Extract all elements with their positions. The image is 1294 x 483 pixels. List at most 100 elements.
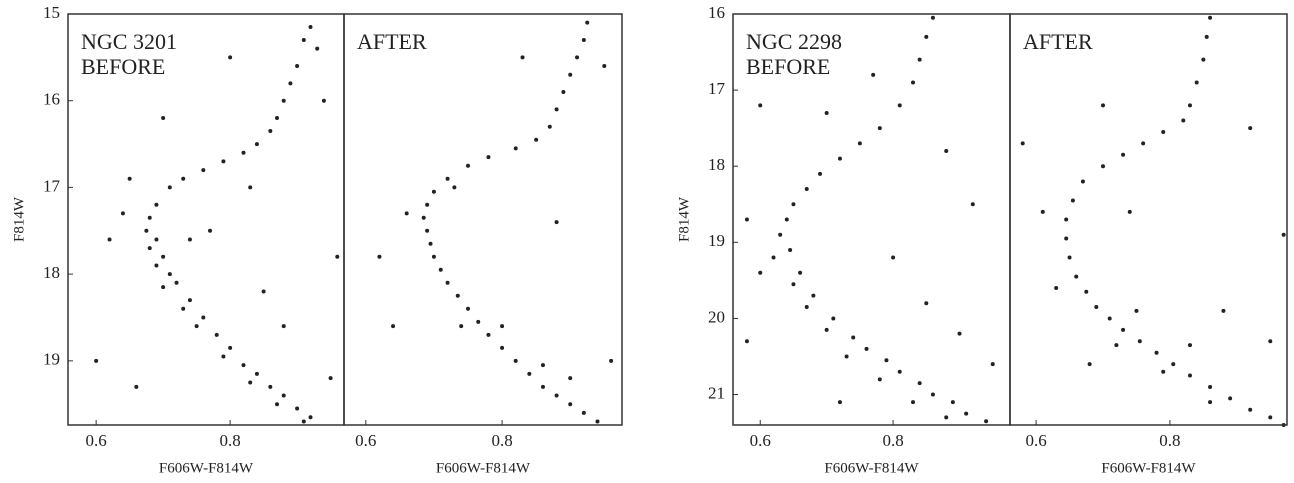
point xyxy=(561,90,566,95)
point xyxy=(990,362,995,367)
x-axis-label: F606W-F814W xyxy=(1101,460,1196,476)
point xyxy=(758,270,763,275)
point xyxy=(784,217,789,222)
y-tick-label: 18 xyxy=(708,155,725,174)
point xyxy=(837,156,842,161)
point xyxy=(144,228,149,233)
point xyxy=(1187,343,1192,348)
point xyxy=(534,137,539,142)
point xyxy=(877,126,882,131)
point xyxy=(1161,369,1166,374)
point xyxy=(758,103,763,108)
point xyxy=(308,415,313,420)
x-tick-label: 0.8 xyxy=(1159,431,1180,450)
point xyxy=(275,116,280,121)
point xyxy=(486,332,491,337)
point xyxy=(452,185,457,190)
point xyxy=(568,376,573,381)
point xyxy=(466,163,471,168)
point xyxy=(554,393,559,398)
point xyxy=(547,124,552,129)
point xyxy=(1187,103,1192,108)
point xyxy=(134,384,139,389)
point xyxy=(174,280,179,285)
y-tick-label: 18 xyxy=(43,263,60,282)
point xyxy=(221,159,226,164)
point xyxy=(228,55,233,60)
point xyxy=(1107,316,1112,321)
y-tick-label: 17 xyxy=(708,79,726,98)
point xyxy=(1208,384,1213,389)
point xyxy=(161,116,166,121)
point xyxy=(744,339,749,344)
y-tick-label: 16 xyxy=(708,3,725,22)
point xyxy=(788,247,793,252)
point xyxy=(568,402,573,407)
point xyxy=(581,38,586,43)
point xyxy=(944,415,949,420)
point xyxy=(554,220,559,225)
annotation: BEFORE xyxy=(81,54,165,79)
point xyxy=(167,185,172,190)
point xyxy=(1221,308,1226,313)
point xyxy=(466,306,471,311)
point xyxy=(540,384,545,389)
point xyxy=(791,282,796,287)
point xyxy=(851,335,856,340)
point xyxy=(944,149,949,153)
point xyxy=(1154,350,1159,355)
y-tick-label: 15 xyxy=(43,3,60,22)
y-tick-label: 19 xyxy=(708,231,725,250)
point xyxy=(147,215,152,220)
point xyxy=(911,400,916,405)
point xyxy=(778,232,783,237)
point xyxy=(161,254,166,259)
point xyxy=(527,371,532,376)
point xyxy=(911,80,916,85)
annotation: BEFORE xyxy=(746,54,830,79)
x-tick-label: 0.8 xyxy=(882,431,903,450)
point xyxy=(1087,362,1092,367)
point xyxy=(1094,305,1099,310)
point xyxy=(445,280,450,285)
annotation: NGC 2298 xyxy=(746,29,842,54)
point xyxy=(1064,217,1069,222)
point xyxy=(917,381,922,386)
point xyxy=(602,64,607,69)
point xyxy=(301,38,306,43)
plot-frame xyxy=(343,13,623,426)
point xyxy=(1114,343,1119,348)
y-tick-label: 19 xyxy=(43,350,60,369)
point xyxy=(425,202,430,207)
point xyxy=(486,155,491,160)
point xyxy=(476,319,481,324)
point xyxy=(288,81,293,86)
point xyxy=(1194,80,1199,85)
point xyxy=(1201,57,1206,62)
point xyxy=(1137,339,1142,344)
point xyxy=(1134,308,1139,313)
point xyxy=(228,345,233,350)
point xyxy=(837,400,842,405)
point xyxy=(187,237,192,242)
point xyxy=(268,129,273,134)
point xyxy=(1248,407,1253,412)
point xyxy=(459,324,464,329)
point xyxy=(120,211,125,216)
y-axis-label: F814W xyxy=(676,196,692,242)
point xyxy=(281,324,286,329)
point xyxy=(798,270,803,275)
point xyxy=(127,176,132,181)
point xyxy=(824,110,829,115)
x-tick-label: 0.8 xyxy=(491,431,512,450)
point xyxy=(181,306,186,311)
point xyxy=(1101,103,1106,108)
point xyxy=(568,72,573,77)
point xyxy=(581,410,586,415)
y-tick-label: 20 xyxy=(708,307,725,326)
point xyxy=(1141,141,1146,146)
point xyxy=(1064,236,1069,241)
point xyxy=(884,358,889,363)
point xyxy=(554,107,559,112)
